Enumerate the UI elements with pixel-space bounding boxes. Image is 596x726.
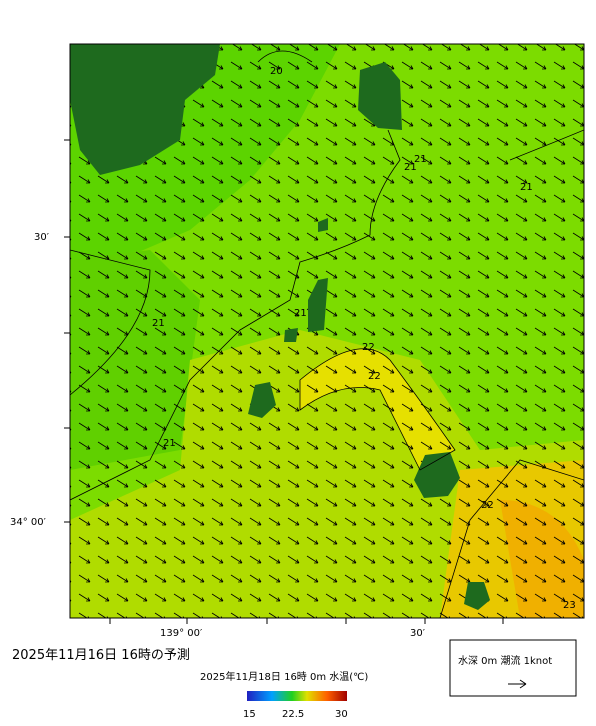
- contour-label: 21: [163, 438, 176, 449]
- colorbar-label: 30: [335, 709, 348, 720]
- colorbar-title: 2025年11月18日 16時 0m 水温(℃): [200, 670, 368, 683]
- colorbar-label: 15: [243, 709, 256, 720]
- axis-ticks: [64, 139, 504, 624]
- contour-label: 22: [362, 342, 375, 353]
- legend-arrow: [508, 679, 527, 689]
- lon-label: 139° 00′: [160, 628, 203, 639]
- contour-label: 22: [481, 500, 494, 511]
- colorbar-label: 22.5: [282, 709, 304, 720]
- legend-text: 水深 0m 潮流 1knot: [458, 654, 552, 667]
- contour-label: 21: [404, 162, 417, 173]
- contour-label: 23: [563, 600, 576, 611]
- forecast-title: 2025年11月16日 16時の予測: [12, 648, 190, 663]
- lon-label: 30′: [410, 628, 426, 639]
- legend-box: [449, 639, 577, 697]
- map-frame: [69, 43, 585, 619]
- contour-label: 21: [152, 318, 165, 329]
- contour-label: 21: [414, 154, 427, 165]
- lat-label: 34° 00′: [10, 517, 47, 528]
- contour-label: 22: [368, 371, 381, 382]
- lat-label: 30′: [34, 232, 50, 243]
- colorbar: [247, 691, 347, 701]
- map-area: [70, 44, 584, 618]
- contour-label: 21: [520, 182, 533, 193]
- contour-label: 21: [294, 308, 307, 319]
- contour-label: 20: [270, 66, 283, 77]
- contours: [70, 50, 584, 618]
